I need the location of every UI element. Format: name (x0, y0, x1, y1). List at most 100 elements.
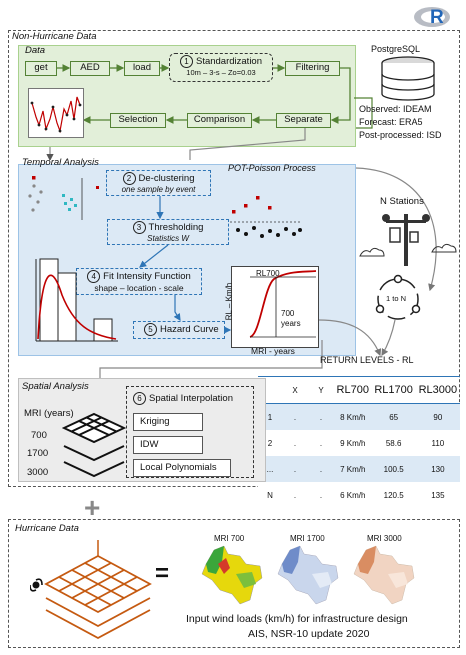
comparison-box: Comparison (187, 113, 252, 128)
table-row: 2 . . 9 Km/h 58.6 110 (258, 430, 460, 456)
standardization-sub: 10m – 3-s – Zo=0.03 (186, 68, 256, 78)
table-cell: . (308, 482, 334, 508)
selection-box: Selection (110, 113, 166, 128)
declustering-label: De-clustering (138, 173, 195, 185)
r-logo-letter: R (430, 7, 444, 28)
postgresql-label: PostgreSQL (371, 44, 421, 54)
map-label-700: MRI 700 (214, 534, 245, 543)
database-icon (381, 56, 435, 101)
fit-intensity-label: Fit Intensity Function (103, 271, 191, 283)
map-label-1700: MRI 1700 (290, 534, 325, 543)
table-cell: 120.5 (371, 482, 416, 508)
step-3-badge: 3 (132, 221, 146, 234)
table-cell: 135 (415, 482, 460, 508)
years-word-label: years (281, 319, 301, 328)
header-y: Y (308, 376, 334, 404)
idw-method: IDW (133, 436, 203, 454)
pot-title: POT-Poisson Process (228, 163, 316, 173)
intensity-histogram (35, 258, 118, 342)
step-4-badge: 4 (87, 270, 101, 283)
separate-box: Separate (276, 113, 331, 128)
mri-label: MRI (years) (24, 408, 74, 419)
map-mri-3000 (353, 545, 415, 605)
weather-station-icon (359, 214, 457, 266)
table-cell: . (282, 430, 308, 456)
step-5-badge: 5 (144, 322, 157, 336)
step-1-badge: 1 (179, 55, 193, 68)
return-levels-table: X Y RL700 RL1700 RL3000 1 . . 8 Km/h 65 … (258, 376, 460, 508)
source-observed: Observed: IDEAM (359, 104, 432, 114)
interpolation-title: 6 Spatial Interpolation (133, 392, 233, 405)
r-logo: R (412, 4, 454, 30)
curve-xlabel: MRI - years (251, 346, 295, 356)
equals-sign: = (155, 560, 170, 587)
source-forecast: Forecast: ERA5 (359, 117, 423, 127)
table-cell: 8 Km/h (334, 403, 372, 430)
fit-intensity-sub: shape – location - scale (94, 283, 184, 294)
table-cell: 90 (415, 403, 460, 430)
thresholding-sub: Statistics W (147, 234, 189, 244)
step-2-badge: 2 (122, 172, 136, 185)
hurricane-grid-icon (30, 540, 152, 640)
thresholding-box: 3 Thresholding Statistics W (107, 219, 229, 245)
hurricane-panel (8, 519, 460, 648)
standardization-box: 1 Standardization 10m – 3-s – Zo=0.03 (169, 53, 273, 82)
table-cell: 9 Km/h (334, 430, 372, 456)
years-value-label: 700 (281, 309, 295, 318)
temporal-title: Temporal Analysis (22, 157, 99, 168)
station-cycle-icon (375, 274, 421, 320)
non-hurricane-title: Non-Hurricane Data (12, 31, 97, 42)
table-cell: . (282, 482, 308, 508)
grid-layers-icon (62, 412, 126, 478)
spatial-title: Spatial Analysis (22, 381, 89, 392)
step-6-badge: 6 (133, 392, 146, 405)
map-mri-700 (201, 545, 263, 605)
kriging-method: Kriging (133, 413, 203, 431)
table-row: N . . 6 Km/h 120.5 135 (258, 482, 460, 508)
mri-700: 700 (31, 430, 47, 441)
hazard-curve-plot: RL700 700 years RL – Km/h (224, 266, 319, 348)
get-box: get (25, 61, 57, 76)
declustering-box: 2 De-clustering one sample by event (106, 170, 211, 196)
table-cell: . (282, 456, 308, 482)
map-label-3000: MRI 3000 (367, 534, 402, 543)
table-cell: 65 (371, 403, 416, 430)
table-row: ... . . 7 Km/h 100.5 130 (258, 456, 460, 482)
filtering-box: Filtering (285, 61, 340, 76)
caption-line-1: Input wind loads (km/h) for infrastructu… (186, 613, 408, 625)
header-rl3000: RL3000 (415, 376, 460, 404)
table-cell: . (308, 456, 334, 482)
table-cell: . (282, 403, 308, 430)
local-polynomials-method: Local Polynomials (133, 459, 231, 477)
plus-sign: + (84, 492, 101, 523)
header-rl1700: RL1700 (371, 376, 416, 404)
threshold-scatter (230, 196, 302, 238)
return-levels-title: RETURN LEVELS - RL (320, 355, 414, 365)
header-x: X (282, 376, 308, 404)
table-cell: . (308, 430, 334, 456)
thresholding-label: Thresholding (148, 222, 204, 234)
aed-box: AED (70, 61, 110, 76)
station-cycle-label: 1 to N (386, 294, 407, 303)
table-cell: 58.6 (371, 430, 416, 456)
table-cell: 7 Km/h (334, 456, 372, 482)
interpolation-box (126, 386, 254, 478)
hazard-curve-label: Hazard Curve (160, 324, 219, 335)
load-box: load (124, 61, 160, 76)
table-header-row: X Y RL700 RL1700 RL3000 (258, 376, 460, 404)
declustering-sub: one sample by event (121, 185, 196, 195)
stations-title: N Stations (380, 196, 424, 207)
table-cell: N (258, 482, 282, 508)
interpolation-label: Spatial Interpolation (149, 393, 233, 405)
data-title: Data (25, 45, 46, 56)
mri-3000: 3000 (27, 467, 49, 478)
time-series-plot (30, 96, 82, 134)
table-cell: 100.5 (371, 456, 416, 482)
caption-line-2: AIS, NSR-10 update 2020 (248, 628, 370, 640)
header-rl700: RL700 (334, 376, 372, 404)
map-mri-1700 (277, 545, 339, 605)
mri-1700: 1700 (27, 448, 49, 459)
table-cell: 110 (415, 430, 460, 456)
source-postprocessed: Post-processed: ISD (359, 130, 442, 140)
table-cell: 6 Km/h (334, 482, 372, 508)
